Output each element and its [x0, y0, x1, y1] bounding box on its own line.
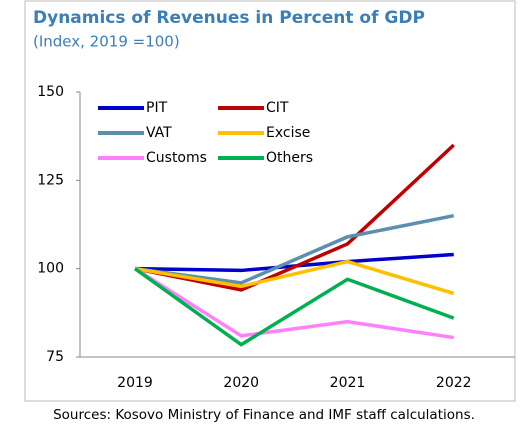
card-border [24, 0, 516, 402]
y-tick-label: 125 [37, 172, 64, 188]
x-tick-label: 2022 [436, 375, 472, 391]
series-line [134, 259, 455, 296]
legend-label: Excise [266, 125, 310, 141]
series-line [133, 267, 455, 347]
source-note: Sources: Kosovo Ministry of Finance and … [53, 407, 475, 423]
legend-label: VAT [146, 125, 172, 141]
legend-label: Customs [146, 150, 207, 166]
legend-label: Others [266, 150, 313, 166]
x-tick-label: 2021 [330, 375, 366, 391]
y-tick-label: 100 [37, 261, 64, 277]
legend-label: CIT [266, 100, 289, 116]
series-line [134, 267, 455, 340]
x-tick-label: 2019 [117, 375, 153, 391]
y-tick-label: 150 [37, 84, 64, 100]
chart-title: Dynamics of Revenues in Percent of GDP [33, 8, 425, 28]
y-tick-label: 75 [46, 349, 64, 365]
chart-subtitle: (Index, 2019 =100) [33, 33, 180, 51]
x-tick-label: 2020 [223, 375, 259, 391]
legend-label: PIT [146, 100, 168, 116]
